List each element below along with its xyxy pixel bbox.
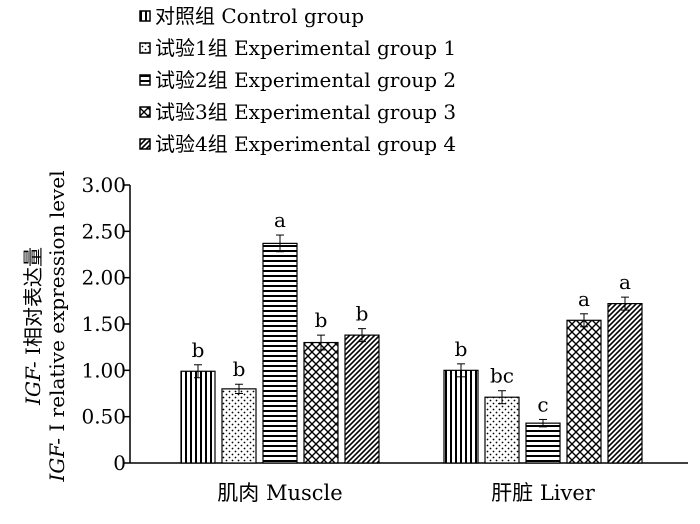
- bar: [484, 396, 520, 464]
- y-axis-title-rest-2: Ⅰ relative expression level: [45, 170, 69, 438]
- y-tick-label: 2.50: [81, 219, 126, 243]
- bar: [344, 334, 380, 464]
- bar: [221, 388, 257, 464]
- legend-label: 试验2组 Experimental group 2: [155, 68, 456, 92]
- legend-label: 对照组 Control group: [155, 4, 364, 28]
- significance-label: a: [619, 270, 631, 294]
- legend-swatch: [139, 138, 151, 150]
- chart-bars: [180, 242, 643, 464]
- legend-swatch: [139, 42, 151, 54]
- y-axis-title-italic-2: IGF-: [45, 438, 69, 483]
- bar: [525, 422, 561, 464]
- legend-swatch: [139, 106, 151, 118]
- legend-label: 试验4组 Experimental group 4: [155, 132, 456, 156]
- y-tick-label: 0: [113, 451, 126, 475]
- error-bars: [194, 234, 629, 428]
- chart-legend: 对照组 Control group 试验1组 Experimental group…: [139, 4, 456, 156]
- category-label: 肌肉 Muscle: [217, 481, 342, 505]
- significance-label: b: [356, 302, 369, 326]
- y-axis-ticks: 3.00 2.50 2.00 1.50 1.00 0.50 0: [81, 173, 130, 475]
- y-axis-title: IGF- Ⅰ相对表达量 IGF- Ⅰ relative expression l…: [21, 170, 69, 482]
- y-tick-label: 1.00: [81, 358, 126, 382]
- legend-swatch: [139, 74, 151, 86]
- bar: [566, 319, 602, 464]
- significance-label: b: [233, 357, 246, 381]
- bar: [303, 341, 339, 464]
- significance-label: b: [192, 338, 205, 362]
- x-axis-categories: 肌肉 Muscle 肝脏 Liver: [217, 481, 595, 505]
- y-axis-title-rest-1: Ⅰ相对表达量: [21, 247, 45, 361]
- svg-text:IGF- Ⅰ相对表达量: IGF- Ⅰ相对表达量: [21, 247, 45, 406]
- category-label: 肝脏 Liver: [491, 481, 596, 505]
- significance-label: a: [274, 208, 286, 232]
- significance-label: bc: [490, 364, 514, 388]
- significance-label: a: [578, 287, 590, 311]
- svg-text:IGF- Ⅰ relative expression lev: IGF- Ⅰ relative expression level: [45, 170, 69, 482]
- y-tick-label: 3.00: [81, 173, 126, 197]
- y-tick-label: 0.50: [81, 405, 126, 429]
- y-tick-label: 2.00: [81, 266, 126, 290]
- significance-label: b: [455, 337, 468, 361]
- bar: [262, 242, 298, 464]
- bar: [443, 369, 479, 464]
- legend-label: 试验1组 Experimental group 1: [155, 36, 456, 60]
- bar: [607, 303, 643, 464]
- significance-label: c: [537, 392, 548, 416]
- legend-swatch: [139, 10, 151, 22]
- y-axis-title-italic-1: IGF-: [21, 361, 45, 406]
- significance-label: b: [315, 308, 328, 332]
- bar: [180, 370, 216, 464]
- legend-label: 试验3组 Experimental group 3: [155, 100, 456, 124]
- y-tick-label: 1.50: [81, 312, 126, 336]
